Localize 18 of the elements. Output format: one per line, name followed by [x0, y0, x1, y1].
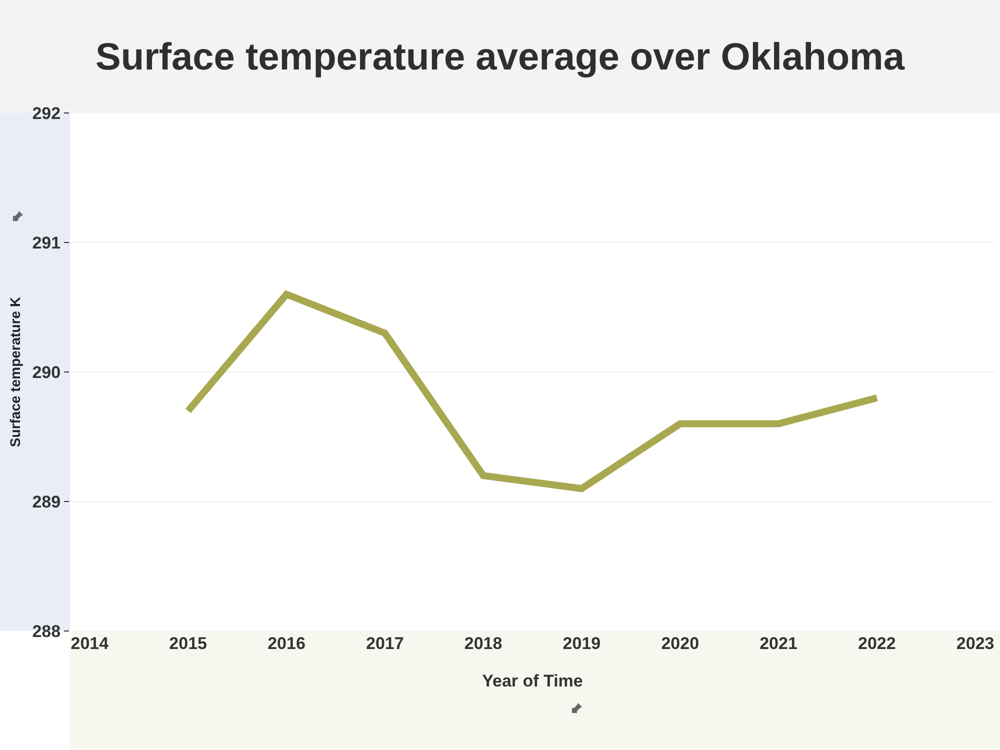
y-tick-label: 291 [32, 233, 61, 252]
y-tick-label: 289 [32, 492, 61, 512]
y-tick-label: 292 [32, 104, 61, 123]
x-tick-label: 2015 [169, 634, 208, 653]
x-tick-label: 2022 [858, 634, 896, 653]
x-axis-title: Year of Time [482, 671, 583, 690]
x-tick-label: 2020 [661, 634, 700, 653]
x-tick-label: 2017 [366, 634, 404, 653]
x-tick-label: 2021 [760, 634, 798, 653]
y-tick-label: 288 [32, 622, 61, 641]
x-tick-label: 2019 [562, 634, 601, 653]
chart-title: Surface temperature average over Oklahoma [96, 36, 906, 79]
x-tick-label: 2014 [70, 634, 110, 653]
x-tick-label: 2023 [956, 634, 994, 653]
x-tick-label: 2018 [464, 634, 502, 653]
y-axis-title: Surface temperature K [6, 296, 23, 448]
x-tick-label: 2016 [268, 634, 306, 653]
y-tick-label: 290 [32, 362, 61, 382]
